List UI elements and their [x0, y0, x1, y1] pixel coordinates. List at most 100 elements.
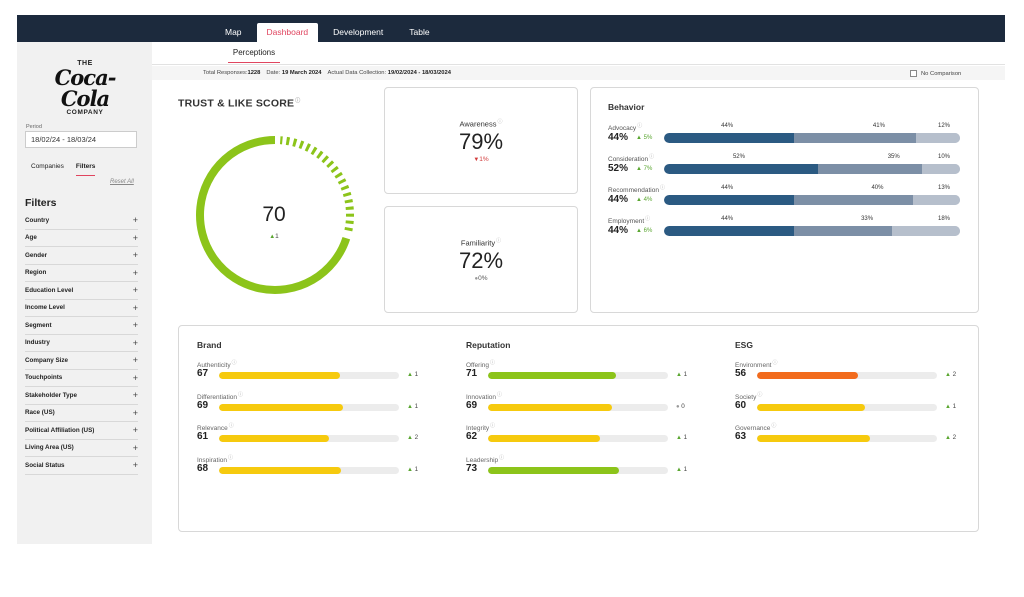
info-icon[interactable]: ⓘ	[497, 391, 503, 398]
plus-icon[interactable]: +	[132, 302, 138, 313]
filter-segment[interactable]: Segment +	[25, 317, 138, 335]
metric-delta: ▲ 1	[407, 402, 419, 410]
filter-list: Country + Age + Gender + Region + Education Leve…	[25, 212, 138, 475]
sub-nav: Perceptions	[152, 42, 1005, 65]
behavior-stacked-bar	[664, 164, 960, 174]
behavior-percent: 52%	[608, 163, 629, 174]
filter-social-status[interactable]: Social Status +	[25, 457, 138, 475]
filter-education-level[interactable]: Education Level +	[25, 282, 138, 300]
metric-label: Authenticityⓘ	[197, 360, 237, 370]
info-icon[interactable]: ⓘ	[497, 119, 503, 125]
period-input[interactable]: 18/02/24 - 18/03/24	[25, 131, 137, 148]
info-icon[interactable]: ⓘ	[238, 391, 244, 398]
info-icon[interactable]: ⓘ	[295, 98, 301, 104]
bar-segment-1	[664, 226, 795, 236]
survey-date: Date: 19 March 2024	[266, 70, 322, 76]
esg-metric-governance: Governanceⓘ 63 ▲ 2	[735, 422, 965, 450]
metric-bar-track	[757, 372, 937, 379]
plus-icon[interactable]: +	[132, 425, 138, 436]
tab-map[interactable]: Map	[225, 27, 242, 37]
plus-icon[interactable]: +	[132, 407, 138, 418]
reputation-title: Reputation	[466, 340, 511, 350]
no-comparison-label: No Comparison	[921, 70, 962, 77]
info-icon[interactable]: ⓘ	[772, 360, 778, 366]
plus-icon[interactable]: +	[132, 232, 138, 243]
plus-icon[interactable]: +	[132, 460, 138, 471]
info-icon[interactable]: ⓘ	[228, 423, 234, 429]
info-icon[interactable]: ⓘ	[645, 216, 651, 222]
filter-race-us-[interactable]: Race (US) +	[25, 405, 138, 422]
segment-label: 13%	[938, 185, 951, 191]
bar-segment-2	[794, 133, 916, 143]
up-triangle-icon: ▲	[269, 234, 276, 240]
plus-icon[interactable]: +	[132, 355, 138, 366]
segment-label: 44%	[721, 185, 734, 191]
up-triangle-icon: ▲	[676, 435, 684, 441]
plus-icon[interactable]: +	[132, 267, 138, 278]
plus-icon[interactable]: +	[132, 442, 138, 453]
tab-table[interactable]: Table	[409, 27, 430, 37]
metric-delta: ▲ 1	[407, 465, 419, 473]
brand-metric-differentiation: Differentiationⓘ 69 ▲ 1	[197, 391, 427, 419]
info-icon[interactable]: ⓘ	[231, 360, 237, 366]
filter-touchpoints[interactable]: Touchpoints +	[25, 370, 138, 387]
gauge-fill-arc	[196, 136, 351, 294]
metric-bar-track	[488, 403, 668, 411]
plus-icon[interactable]: +	[132, 372, 138, 383]
plus-icon[interactable]: +	[132, 337, 138, 348]
plus-icon[interactable]: +	[132, 320, 138, 331]
familiarity-value: 72%	[458, 248, 504, 273]
tab-development[interactable]: Development	[333, 27, 384, 37]
metric-bar-fill	[488, 435, 600, 442]
filter-industry[interactable]: Industry +	[25, 335, 138, 352]
no-comparison-toggle[interactable]: No Comparison	[910, 70, 961, 77]
filter-income-level[interactable]: Income Level +	[25, 300, 138, 317]
info-icon[interactable]: ⓘ	[771, 423, 777, 429]
up-triangle-icon: ▲	[407, 403, 415, 410]
info-icon[interactable]: ⓘ	[496, 238, 502, 244]
behavior-percent: 44%	[608, 194, 629, 205]
filter-stakeholder-type[interactable]: Stakeholder Type +	[25, 387, 138, 405]
plus-icon[interactable]: +	[132, 285, 138, 296]
filter-living-area-us-[interactable]: Living Area (US) +	[25, 440, 138, 457]
filter-label: Country	[25, 216, 50, 224]
filter-country[interactable]: Country +	[25, 212, 138, 230]
company-logo: THE Coca-Cola COMPANY	[39, 60, 131, 116]
metric-label: Inspirationⓘ	[197, 454, 234, 464]
plus-icon[interactable]: +	[132, 250, 138, 261]
tab-companies[interactable]: Companies	[31, 163, 64, 170]
up-triangle-icon: ▲	[945, 435, 953, 441]
metric-value: 71	[466, 368, 478, 379]
info-icon[interactable]: ⓘ	[490, 360, 496, 366]
metric-value: 67	[197, 368, 209, 379]
filter-age[interactable]: Age +	[25, 230, 138, 247]
filter-label: Education Level	[25, 286, 74, 294]
filter-region[interactable]: Region +	[25, 265, 138, 282]
filter-company-size[interactable]: Company Size +	[25, 352, 138, 370]
info-icon[interactable]: ⓘ	[499, 454, 505, 461]
behavior-stacked-bar	[664, 195, 960, 205]
plus-icon[interactable]: +	[132, 390, 138, 401]
info-icon[interactable]: ⓘ	[637, 123, 643, 129]
plus-icon[interactable]: +	[132, 215, 138, 226]
info-icon[interactable]: ⓘ	[490, 423, 496, 429]
info-icon[interactable]: ⓘ	[228, 454, 234, 461]
logo-script: Coca-Cola	[54, 65, 117, 111]
up-triangle-icon: ▲	[636, 228, 644, 234]
reset-all-link[interactable]: Reset All	[110, 179, 134, 185]
tab-perceptions[interactable]: Perceptions	[228, 48, 280, 63]
metric-value: 69	[197, 399, 209, 411]
info-icon[interactable]: ⓘ	[649, 154, 655, 160]
tab-filters[interactable]: Filters	[75, 163, 96, 176]
info-icon[interactable]: ⓘ	[757, 391, 763, 398]
metric-label: Differentiationⓘ	[197, 391, 244, 401]
top-nav-bar: Map Dashboard Development Table	[17, 15, 1005, 43]
no-comparison-checkbox[interactable]	[910, 70, 917, 77]
segment-label: 44%	[721, 123, 734, 129]
main-tabs: Map Dashboard Development Table	[214, 23, 441, 43]
filter-political-affiliation-us-[interactable]: Political Affiliation (US) +	[25, 422, 138, 440]
filter-gender[interactable]: Gender +	[25, 247, 138, 265]
tab-dashboard[interactable]: Dashboard	[256, 23, 319, 43]
metric-value: 68	[197, 462, 209, 474]
info-icon[interactable]: ⓘ	[659, 185, 665, 191]
